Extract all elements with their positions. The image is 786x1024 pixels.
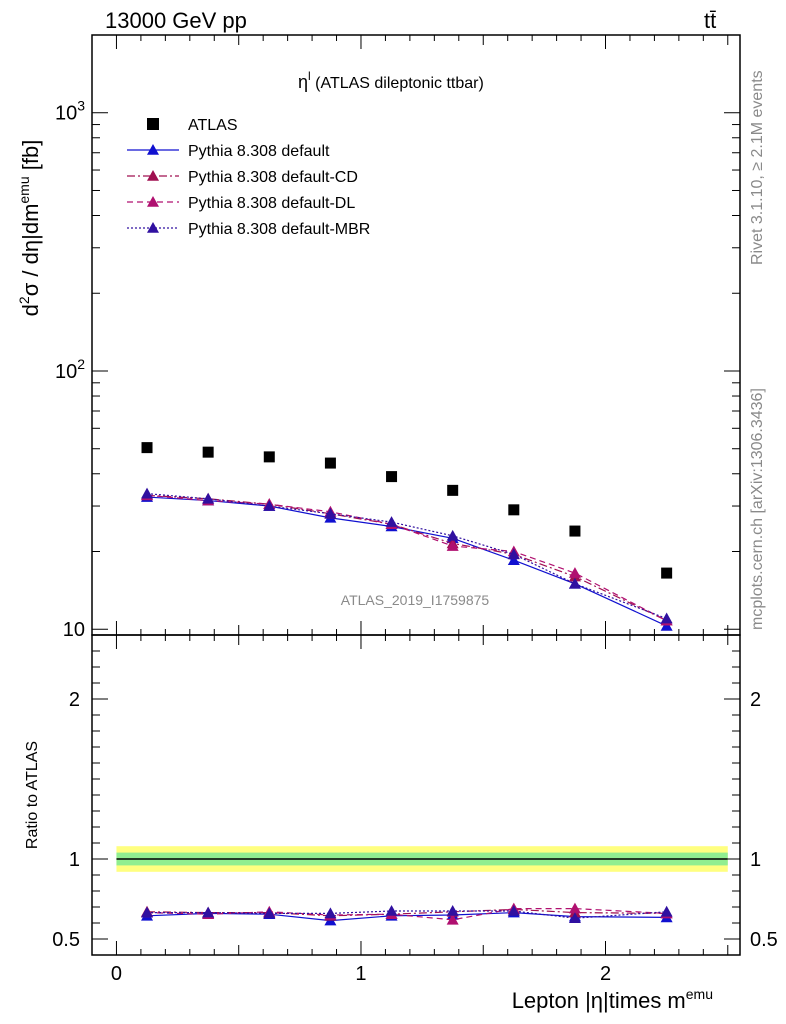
series-marker-3 [446, 540, 459, 551]
y-tick-label: 2 [69, 689, 80, 711]
series-marker-4 [446, 529, 459, 541]
series-marker-4 [202, 492, 215, 504]
rivet-label: Rivet 3.1.10, ≥ 2.1M events [749, 70, 766, 265]
series-marker-3 [568, 567, 581, 578]
data-point-atlas [508, 504, 520, 516]
y-tick-label-right: 2 [750, 689, 761, 711]
series-marker-4 [507, 548, 520, 560]
series-marker-4 [141, 487, 154, 499]
ratio-marker-3 [202, 906, 215, 918]
data-point-atlas [263, 451, 275, 463]
x-axis-label: Lepton |η|times memu [512, 986, 713, 1013]
data-point-atlas [386, 471, 398, 483]
ratio-marker-3 [263, 907, 276, 919]
ratio-marker-3 [507, 905, 520, 916]
process-label: tt̄ [704, 8, 716, 33]
y-tick-label: 0.5 [52, 929, 80, 951]
main-title: ηl (ATLAS dileptonic ttbar) [298, 69, 484, 92]
series-line-4 [146, 493, 667, 620]
y-tick-label: 1 [69, 849, 80, 871]
data-point-atlas [141, 442, 153, 454]
energy-label: 13000 GeV pp [105, 8, 247, 33]
legend-marker-atlas [147, 118, 159, 130]
series-marker-1 [507, 554, 520, 566]
mcplots-label: mcplots.cern.ch [arXiv:1306.3436] [749, 388, 766, 630]
y-tick-label-right: 1 [750, 849, 761, 871]
x-tick-label: 2 [600, 963, 611, 985]
series-marker-4 [568, 577, 581, 589]
ratio-marker-3 [385, 905, 398, 916]
y-tick-label: 102 [55, 356, 85, 383]
ratio-marker-3 [660, 905, 673, 917]
y-tick-label: 103 [55, 98, 85, 125]
data-point-atlas [569, 525, 581, 537]
ratio-marker-2 [568, 902, 581, 914]
main-y-axis-label: d2σ / dη|dmemu [fb] [16, 140, 43, 317]
series-marker-4 [660, 612, 673, 624]
data-point-atlas [324, 457, 336, 469]
legend-label-1: Pythia 8.308 default [188, 143, 330, 160]
main-panel: 10 102 103 [55, 34, 741, 641]
y-tick-label: 10 [63, 619, 85, 641]
data-point-atlas [447, 484, 459, 496]
ratio-y-axis-label: Ratio to ATLAS [24, 741, 41, 849]
ratio-marker-3 [324, 907, 337, 919]
legend-marker-4 [147, 222, 159, 233]
legend-label-3: Pythia 8.308 default-DL [188, 195, 355, 212]
legend-marker-2 [147, 170, 159, 181]
ratio-marker-3 [446, 905, 459, 916]
y-tick-label-right: 0.5 [750, 929, 778, 951]
legend-label-4: Pythia 8.308 default-MBR [188, 221, 370, 238]
data-point-atlas [661, 567, 673, 579]
series-marker-4 [263, 500, 276, 511]
data-point-atlas [202, 446, 214, 458]
legend-label-0: ATLAS [188, 117, 238, 134]
series-marker-4 [385, 516, 398, 527]
ratio-marker-3 [141, 906, 154, 918]
series-marker-4 [324, 507, 337, 519]
legend-marker-3 [147, 196, 159, 207]
x-tick-label: 0 [111, 963, 122, 985]
ratio-panel: 0 1 2 0.5 0.5 1 1 2 2 [52, 634, 778, 985]
legend: ATLAS Pythia 8.308 default Pythia 8.308 de… [127, 117, 370, 238]
analysis-watermark: ATLAS_2019_I1759875 [341, 592, 490, 608]
x-tick-label: 1 [355, 963, 366, 985]
ratio-marker-3 [568, 912, 581, 923]
ratio-frame [91, 634, 741, 956]
legend-label-2: Pythia 8.308 default-CD [188, 169, 358, 186]
ratio-marker-2 [446, 913, 459, 925]
legend-marker-1 [147, 144, 159, 155]
